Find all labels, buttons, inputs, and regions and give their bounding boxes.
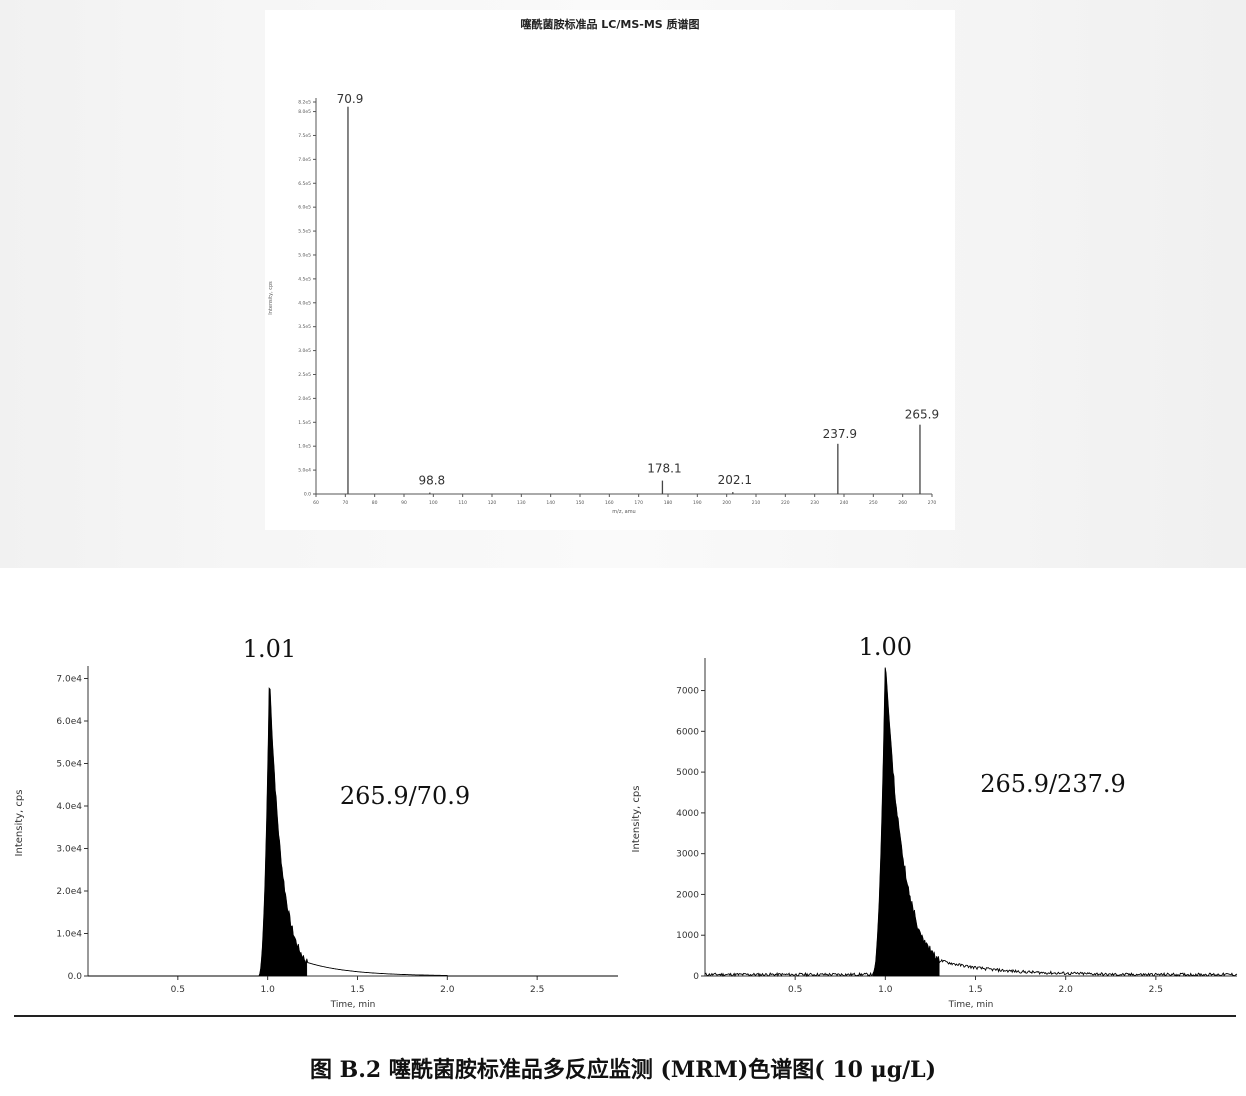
ms-x-tick-label: 90: [401, 500, 407, 506]
y-tick-label: 3000: [676, 850, 699, 860]
x-tick-label: 2.5: [530, 985, 544, 995]
y-tick-label: 3.0e4: [56, 845, 82, 855]
ms-y-tick-label: 4.5e5: [298, 276, 311, 282]
ms-x-tick-label: 210: [752, 500, 761, 506]
ms-x-tick-label: 160: [605, 500, 614, 506]
y-tick-label: 7.0e4: [56, 675, 82, 685]
ms-y-tick-label: 7.0e5: [298, 157, 311, 163]
ms-x-tick-label: 110: [458, 500, 467, 506]
ms-y-tick-label: 5.5e5: [298, 229, 311, 235]
ms-y-tick-label: 1.0e5: [298, 444, 311, 450]
retention-time-label: 1.01: [243, 635, 296, 663]
ms-peak-label: 265.9: [905, 408, 939, 422]
ms-x-tick-label: 260: [898, 500, 907, 506]
mass-spectrum-chart: 噻酰菌胺标准品 LC/MS-MS 质谱图 0.0 5.0e4 1.0e5 1.5e5 2.…: [268, 17, 939, 515]
ms-x-tick-label: 190: [693, 500, 702, 506]
ms-x-tick-label: 150: [576, 500, 585, 506]
ms-y-tick-label: 1.5e5: [298, 420, 311, 426]
ms-x-tick-label: 180: [664, 500, 673, 506]
x-tick-label: 0.5: [788, 985, 802, 995]
ms-x-tick-label: 120: [488, 500, 497, 506]
ms-y-tick-label: 0.0: [304, 492, 311, 498]
ms-x-tick-label: 240: [840, 500, 849, 506]
ms-y-tick-label: 3.0e5: [298, 348, 311, 354]
y-tick-label: 0.0: [68, 972, 83, 982]
y-tick-label: 6.0e4: [56, 717, 82, 727]
ms-y-tick-label: 3.5e5: [298, 324, 311, 330]
x-axis-label: Time, min: [948, 1000, 994, 1010]
ms-y-tick-label: 2.5e5: [298, 372, 311, 378]
ms-x-tick-label: 60: [313, 500, 319, 506]
x-tick-label: 0.5: [171, 985, 185, 995]
ms-x-tick-label: 70: [342, 500, 348, 506]
ms-peak-label: 98.8: [418, 474, 445, 488]
transition-label: 265.9/70.9: [340, 782, 470, 810]
x-tick-label: 1.5: [968, 985, 982, 995]
ms-peak-label: 70.9: [337, 92, 364, 106]
ms-x-tick-label: 80: [372, 500, 378, 506]
ms-x-tick-label: 130: [517, 500, 526, 506]
peak-area: [872, 667, 940, 977]
ms-y-tick-label: 6.5e5: [298, 181, 311, 187]
y-tick-label: 7000: [676, 687, 699, 697]
x-tick-label: 2.0: [440, 985, 455, 995]
y-tick-label: 5000: [676, 768, 699, 778]
ms-x-tick-label: 220: [781, 500, 790, 506]
ms-y-tick-label: 8.2e5: [298, 100, 311, 106]
mrm-chromatogram-2: 0 1000 2000 3000 4000 5000 6000 7000 0.5 1.0 1.5 2.…: [631, 633, 1238, 1010]
y-tick-label: 4000: [676, 809, 699, 819]
ms-y-tick-label: 5.0e5: [298, 252, 311, 258]
mrm-chromatogram-1: 0.0 1.0e4 2.0e4 3.0e4 4.0e4 5.0e4 6.0e4 7.0e4 0.…: [14, 635, 618, 1010]
chromatogram-trace: [704, 667, 1238, 978]
y-tick-label: 2000: [676, 890, 699, 900]
ms-y-tick-label: 2.0e5: [298, 396, 311, 402]
mass-spectrum-panel: [265, 10, 955, 530]
retention-time-label: 1.00: [859, 633, 912, 661]
y-tick-label: 0: [693, 972, 699, 982]
ms-x-tick-label: 250: [869, 500, 878, 506]
x-tick-label: 1.0: [260, 985, 275, 995]
ms-y-axis-label: Intensity, cps: [268, 281, 274, 315]
ms-peak-label: 178.1: [647, 462, 681, 476]
y-tick-label: 1000: [676, 931, 699, 941]
ms-y-tick-label: 5.0e4: [298, 468, 311, 474]
figure-rule: [14, 1015, 1236, 1017]
x-tick-label: 1.5: [350, 985, 364, 995]
x-tick-label: 2.0: [1059, 985, 1074, 995]
figure-caption: 图 B.2 噻酰菌胺标准品多反应监测 (MRM)色谱图( 10 μg/L): [309, 1057, 937, 1083]
ms-x-tick-label: 140: [546, 500, 555, 506]
x-axis-label: Time, min: [330, 1000, 376, 1010]
ms-y-tick-label: 4.0e5: [298, 300, 311, 306]
y-tick-label: 2.0e4: [56, 887, 82, 897]
ms-y-tick-label: 8.0e5: [298, 109, 311, 115]
ms-x-tick-label: 170: [634, 500, 643, 506]
ms-x-tick-label: 270: [928, 500, 937, 506]
x-tick-label: 1.0: [878, 985, 893, 995]
ms-x-tick-label: 230: [810, 500, 819, 506]
ms-y-tick-label: 6.0e5: [298, 205, 311, 211]
ms-x-tick-label: 100: [429, 500, 438, 506]
y-tick-label: 6000: [676, 727, 699, 737]
ms-peak-label: 237.9: [823, 427, 857, 441]
y-tick-label: 5.0e4: [56, 760, 82, 770]
ms-x-axis-label: m/z, amu: [612, 509, 635, 515]
y-tick-label: 1.0e4: [56, 930, 82, 940]
ms-title: 噻酰菌胺标准品 LC/MS-MS 质谱图: [520, 17, 699, 31]
y-tick-label: 4.0e4: [56, 802, 82, 812]
ms-x-tick-label: 200: [722, 500, 731, 506]
ms-peak-label: 202.1: [718, 473, 752, 487]
y-axis-label: Intensity, cps: [14, 790, 25, 857]
x-tick-label: 2.5: [1149, 985, 1163, 995]
y-axis-label: Intensity, cps: [631, 786, 642, 853]
transition-label: 265.9/237.9: [980, 770, 1126, 798]
ms-y-tick-label: 7.5e5: [298, 133, 311, 139]
chromatogram-trace: [88, 687, 618, 977]
